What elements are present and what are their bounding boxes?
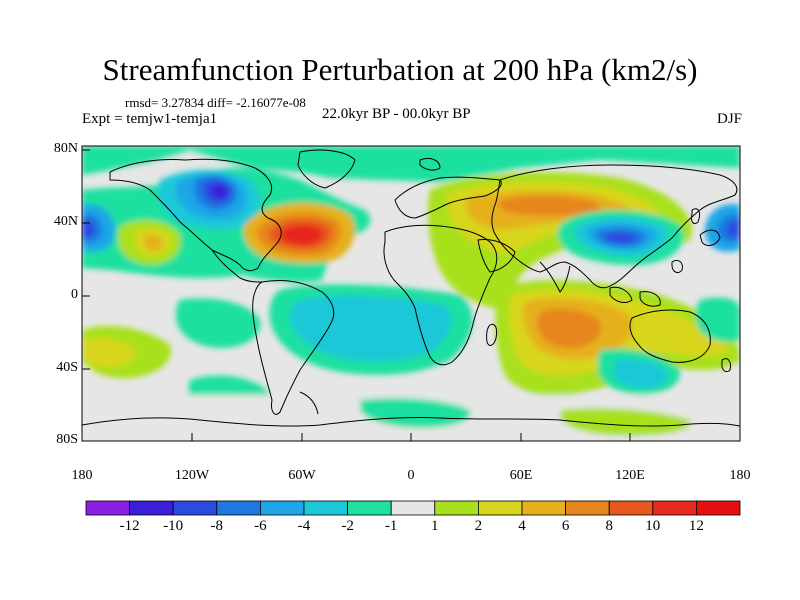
lat-label: 0 [71, 287, 78, 302]
colorbar-label: 4 [518, 518, 526, 534]
colorbar-box [172, 500, 218, 516]
lon-label: 0 [407, 468, 415, 483]
lon-label: 120E [615, 468, 645, 483]
colorbar-box [477, 500, 523, 516]
map-title: Streamfunction Perturbation at 200 hPa (… [102, 52, 698, 87]
lon-label: 180 [729, 468, 751, 483]
lat-label: 40N [53, 214, 78, 229]
colorbar-box [608, 500, 654, 516]
lat-label: 40S [56, 360, 78, 375]
map-ticks [81, 149, 741, 442]
colorbar-label: 6 [561, 518, 570, 534]
colorbar-box [85, 500, 130, 516]
stats-text: rmsd= 3.27834 diff= -2.16077e-08 [125, 95, 306, 110]
colorbar-label: 10 [645, 518, 661, 534]
colorbar-label: -10 [163, 518, 184, 534]
experiment-label: Expt = temjw1-temja1 [82, 111, 218, 127]
colorbar-box [521, 500, 566, 516]
colorbar-label: 12 [688, 518, 704, 534]
colorbar-label: -12 [119, 518, 140, 534]
colorbar-box [434, 500, 479, 516]
colorbar [85, 500, 741, 516]
colorbar-box [259, 500, 305, 516]
lat-label: 80N [53, 141, 78, 156]
period-label: 22.0kyr BP - 00.0kyr BP [322, 106, 471, 122]
colorbar-label: -1 [384, 518, 398, 534]
lon-label: 60W [288, 468, 316, 483]
colorbar-label: -6 [254, 518, 267, 534]
lat-label: 80S [56, 432, 78, 447]
map-panel [82, 146, 740, 441]
colorbar-box [390, 500, 436, 516]
colorbar-box [565, 500, 610, 516]
contour-fill [82, 146, 740, 441]
colorbar-label: -8 [210, 518, 224, 534]
lon-label: 120W [174, 468, 210, 483]
season-label: DJF [716, 111, 742, 127]
colorbar-label: 2 [474, 518, 483, 534]
coastlines [82, 149, 740, 427]
colorbar-box [303, 500, 348, 516]
colorbar-label: 8 [605, 518, 613, 534]
colorbar-label: -2 [341, 518, 354, 534]
colorbar-box [216, 500, 261, 516]
colorbar-label: 1 [431, 518, 439, 534]
colorbar-box [696, 500, 741, 516]
colorbar-box [347, 500, 392, 516]
lon-label: 180 [71, 468, 93, 483]
colorbar-box [129, 500, 174, 516]
colorbar-label: -4 [297, 518, 311, 534]
lon-label: 60E [509, 468, 533, 483]
colorbar-box [652, 500, 697, 516]
